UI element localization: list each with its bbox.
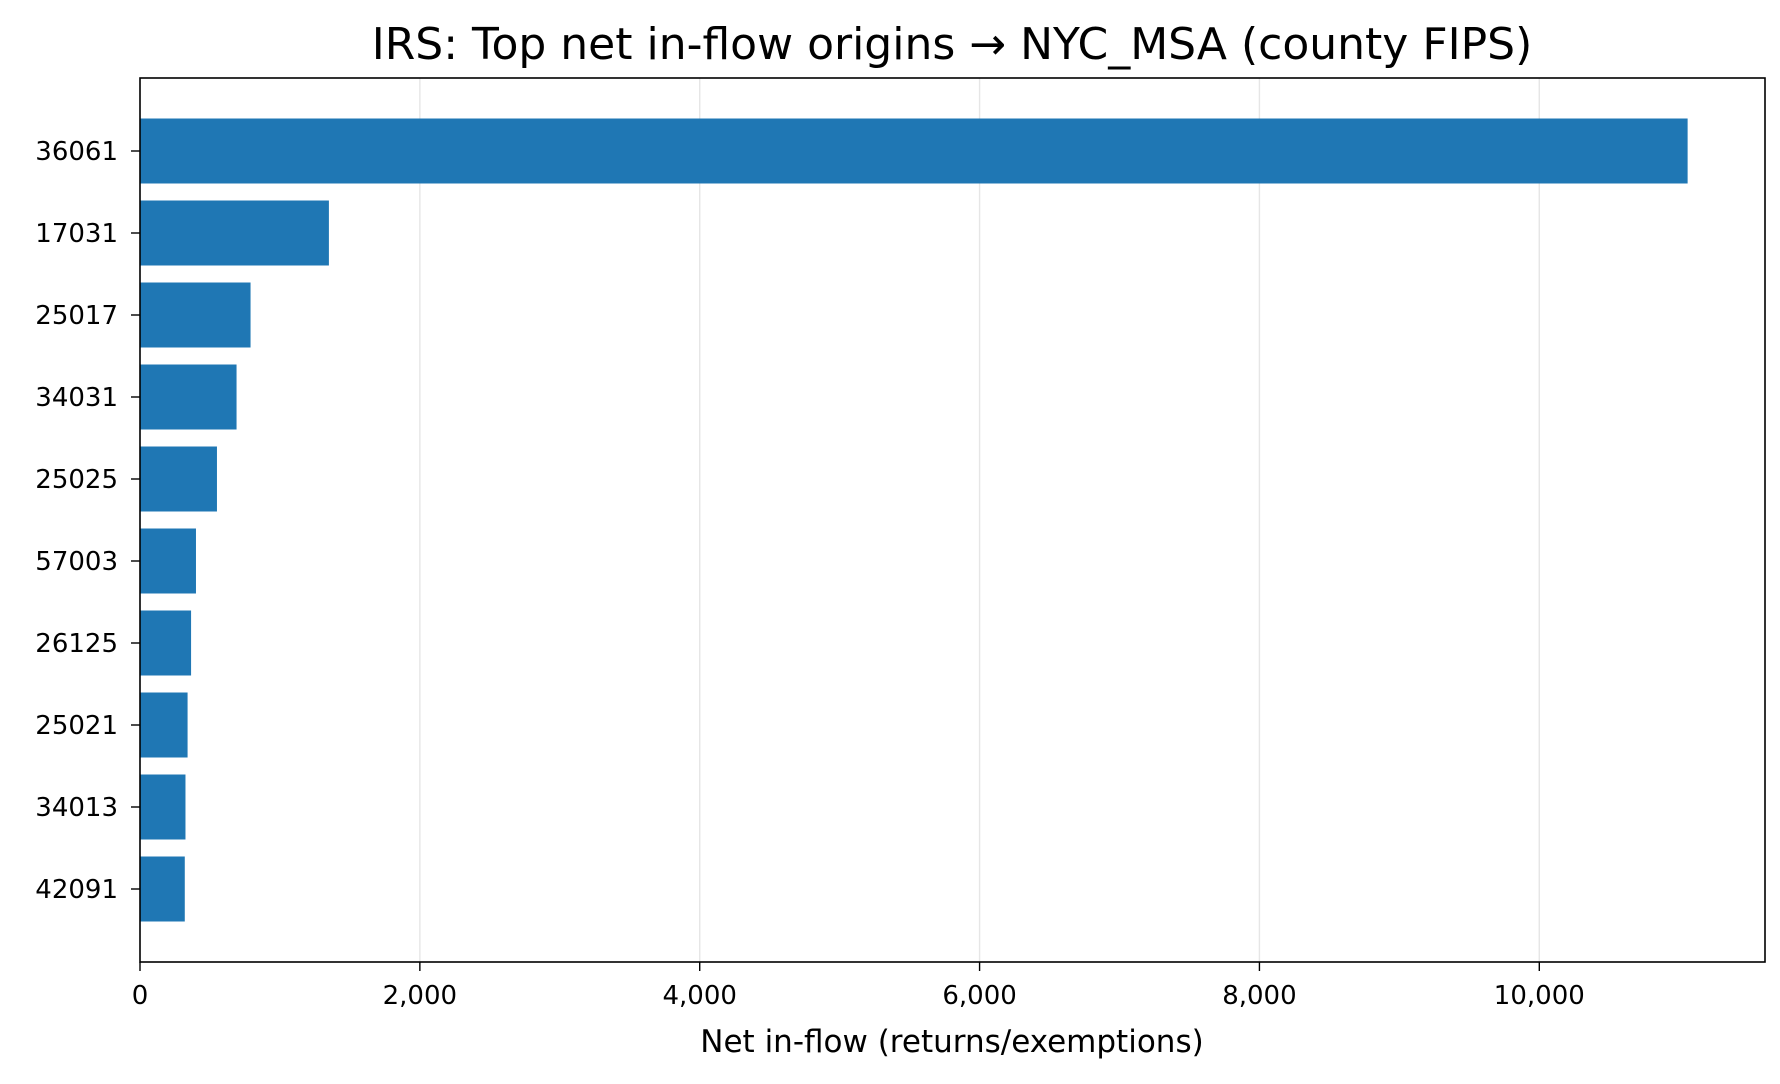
y-tick-label: 17031	[35, 219, 118, 249]
y-tick-label: 57003	[35, 547, 118, 577]
y-tick-label: 25025	[35, 465, 118, 495]
y-tick-label: 25017	[35, 301, 118, 331]
bar-36061	[140, 118, 1688, 184]
x-tick-label: 8,000	[1222, 981, 1296, 1011]
y-tick-label: 42091	[35, 875, 118, 905]
y-tick-layer: 36061 17031 25017 34031 25025 57003 26125 25021…	[35, 137, 140, 905]
x-tick-label: 0	[132, 981, 149, 1011]
bar-25021	[140, 692, 188, 758]
x-tick-label: 2,000	[383, 981, 457, 1011]
x-tick-label: 6,000	[942, 981, 1016, 1011]
chart-title: IRS: Top net in-flow origins → NYC_MSA (…	[372, 19, 1533, 70]
bar-25025	[140, 446, 217, 512]
x-tick-label: 10,000	[1494, 981, 1585, 1011]
y-tick-label: 34031	[35, 383, 118, 413]
bar-42091	[140, 856, 185, 922]
bar-25017	[140, 282, 251, 348]
x-tick-layer: 0 2,000 4,000 6,000 8,000 10,000	[132, 962, 1585, 1011]
bar-34013	[140, 774, 186, 840]
x-tick-label: 4,000	[662, 981, 736, 1011]
bar-57003	[140, 528, 196, 594]
bar-17031	[140, 200, 329, 266]
bar-26125	[140, 610, 192, 676]
bar-layer	[140, 118, 1688, 922]
y-tick-label: 25021	[35, 711, 118, 741]
y-tick-label: 34013	[35, 793, 118, 823]
plot-frame	[139, 77, 1766, 963]
grid-layer	[419, 78, 1540, 962]
bar-34031	[140, 364, 237, 430]
y-tick-label: 36061	[35, 137, 118, 167]
y-tick-label: 26125	[35, 629, 118, 659]
x-axis-label: Net in-flow (returns/exemptions)	[700, 1024, 1203, 1060]
